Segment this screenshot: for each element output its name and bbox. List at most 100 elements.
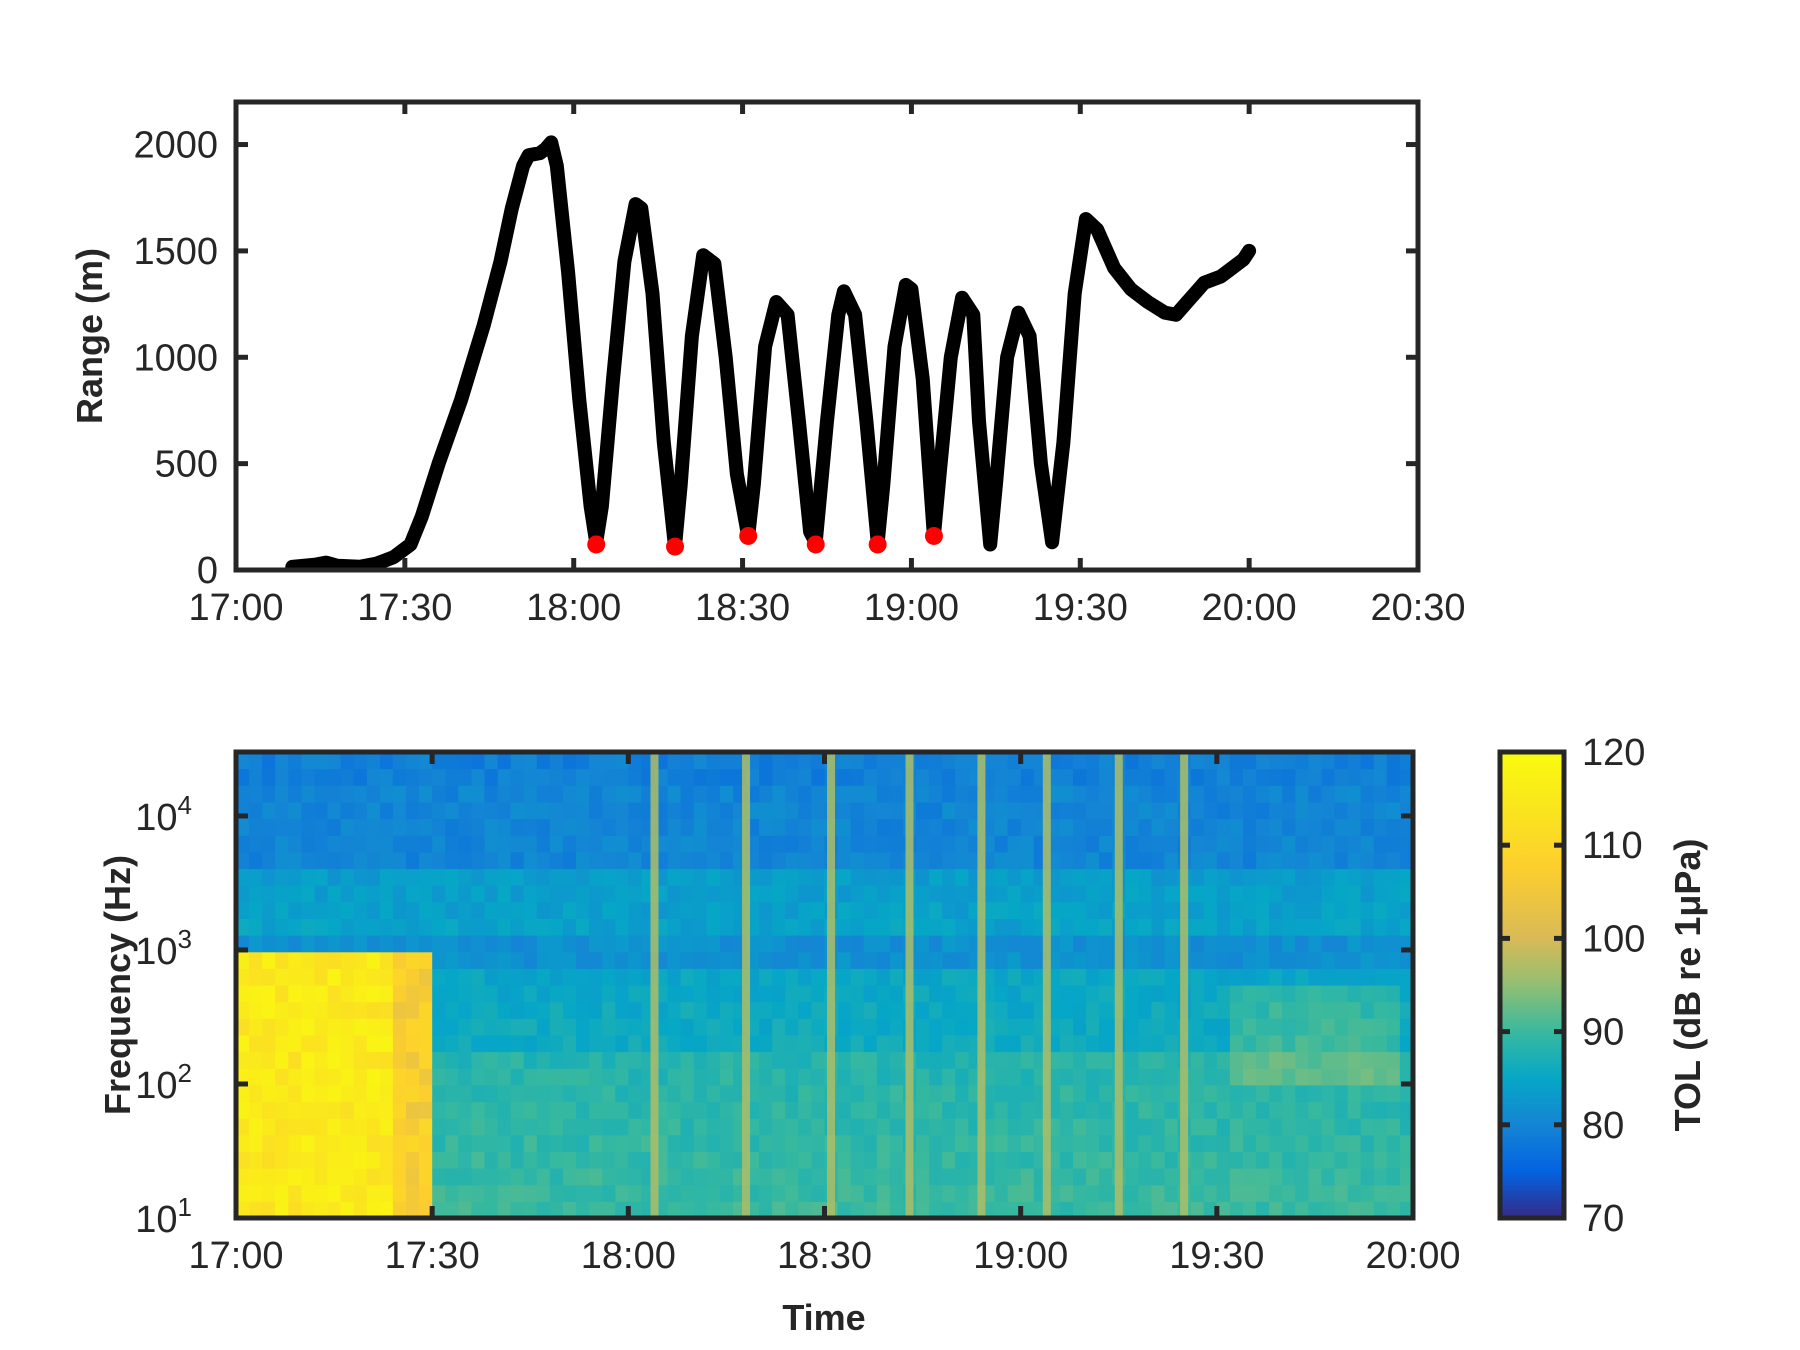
spectrogram-cell [288, 935, 302, 953]
spectrogram-cell [1020, 1151, 1035, 1169]
spectrogram-cell [406, 1184, 420, 1202]
spectrogram-cell [1321, 1018, 1336, 1036]
spectrogram-cell [929, 1068, 943, 1086]
range-data-point [436, 461, 441, 466]
spectrogram-cell [889, 1118, 904, 1136]
spectrogram-cell [536, 835, 551, 853]
spectrogram-cell [262, 935, 276, 953]
spectrogram-cell [994, 785, 1009, 803]
spectrogram-cell [1099, 1168, 1113, 1186]
spectrogram-cell [406, 968, 420, 986]
spectrogram-cell [615, 1034, 629, 1053]
spectrogram-cell [706, 851, 721, 870]
spectrogram-cell [798, 1001, 812, 1019]
spectrogram-cell [314, 1184, 329, 1202]
spectrogram-cell [1190, 951, 1205, 969]
spectrogram-cell [1099, 1184, 1113, 1202]
spectrogram-cell [785, 801, 799, 820]
spectrogram-cell [798, 801, 812, 820]
spectrogram-cell [1216, 1201, 1231, 1218]
spectrogram-cell [1256, 935, 1270, 953]
spectrogram-cell [1347, 885, 1362, 903]
spectrogram-cell [366, 785, 381, 803]
spectrogram-cell [301, 1068, 316, 1086]
spectrogram-cell [759, 868, 773, 886]
spectrogram-chart: 17:00 17:30 18:00 18:30 19:00 19:30 20:00 1011… [97, 732, 1708, 1338]
spectrogram-cell [471, 1034, 486, 1053]
spectrogram-cell [1334, 951, 1349, 969]
spectrogram-cell [236, 885, 250, 903]
spectrogram-cell [693, 1151, 708, 1169]
spectrogram-cell [497, 918, 512, 936]
spectrogram-cell [432, 935, 446, 953]
spectrogram-cell [1347, 1084, 1362, 1103]
spectrogram-cell [1308, 818, 1323, 836]
spectrogram-cell [471, 818, 486, 836]
spectrogram-cell [1386, 1101, 1401, 1119]
spectrogram-cell [889, 1034, 904, 1053]
spectrogram-cell [236, 951, 250, 969]
spectrogram-cell [471, 1018, 486, 1036]
spectrogram-cell [1151, 1068, 1166, 1086]
spectrogram-cell [1099, 752, 1113, 770]
spectrogram-cell [562, 868, 577, 886]
spectrogram-cell [497, 1068, 512, 1086]
spectrogram-cell [262, 985, 276, 1003]
spectrogram-cell [942, 1084, 956, 1103]
spectrogram-cell [353, 1184, 368, 1202]
spectrogram-cell [850, 1201, 865, 1218]
spectrogram-cell [1164, 968, 1179, 986]
spectrogram-cell [680, 752, 695, 770]
spectrogram-cell [772, 1118, 786, 1136]
spectrogram-cell [353, 1034, 368, 1053]
spectrogram-cell [576, 818, 590, 836]
spectrogram-cell [510, 1001, 525, 1019]
spectrogram-cell [667, 785, 682, 803]
spectrogram-cell [706, 935, 721, 953]
spectrogram-cell [876, 901, 891, 919]
spectrogram-cell [275, 1184, 289, 1202]
spectrogram-cell [602, 768, 616, 786]
spectrogram-cell [955, 1184, 969, 1202]
spectrogram-cell [602, 835, 616, 853]
spectrogram-cell [301, 1051, 316, 1069]
spectrogram-cell [275, 752, 289, 770]
spectrogram-cell [889, 851, 904, 870]
range-data-point [459, 397, 464, 402]
spectrogram-cell [602, 1168, 616, 1186]
spectrogram-cell [1086, 901, 1100, 919]
spectrogram-cell [576, 1184, 590, 1202]
spectrogram-cell [1347, 868, 1362, 886]
spectrogram-cell [719, 1068, 734, 1086]
spectrogram-cell [772, 968, 786, 986]
spectrogram-cell [1269, 918, 1283, 936]
spectrogram-cell [876, 752, 891, 770]
spectrogram-cell [1308, 851, 1323, 870]
spectrogram-cell [863, 1001, 878, 1019]
spectrogram-cell [916, 1101, 930, 1119]
spectrogram-cell [850, 1118, 865, 1136]
spectrogram-cell [523, 885, 538, 903]
spectrogram-cell [327, 968, 342, 986]
spectrogram-cell [1308, 835, 1323, 853]
spectrogram-cell [340, 968, 355, 986]
spectrogram-cell [1282, 968, 1296, 986]
spectrogram-cell [1347, 935, 1362, 953]
spectrogram-cell [536, 951, 551, 969]
spectrogram-cell [301, 768, 316, 786]
spectrogram-cell [994, 1001, 1009, 1019]
spectrogram-cell [1243, 1018, 1257, 1036]
spectrogram-cell [1256, 1001, 1270, 1019]
spectrogram-cell [1243, 1068, 1257, 1086]
spectrogram-cell [314, 1118, 329, 1136]
spectrogram-cell [379, 785, 394, 803]
spectrogram-cell [811, 785, 826, 803]
spectrogram-cell [942, 1151, 956, 1169]
spectrogram-cell [1073, 835, 1087, 853]
spectrogram-cell [837, 918, 852, 936]
spectrogram-cell [432, 1201, 446, 1218]
spectrogram-cell [576, 1034, 590, 1053]
spectrogram-cell [1334, 1201, 1349, 1218]
spectrogram-x-tick-label: 19:30 [1169, 1235, 1264, 1277]
